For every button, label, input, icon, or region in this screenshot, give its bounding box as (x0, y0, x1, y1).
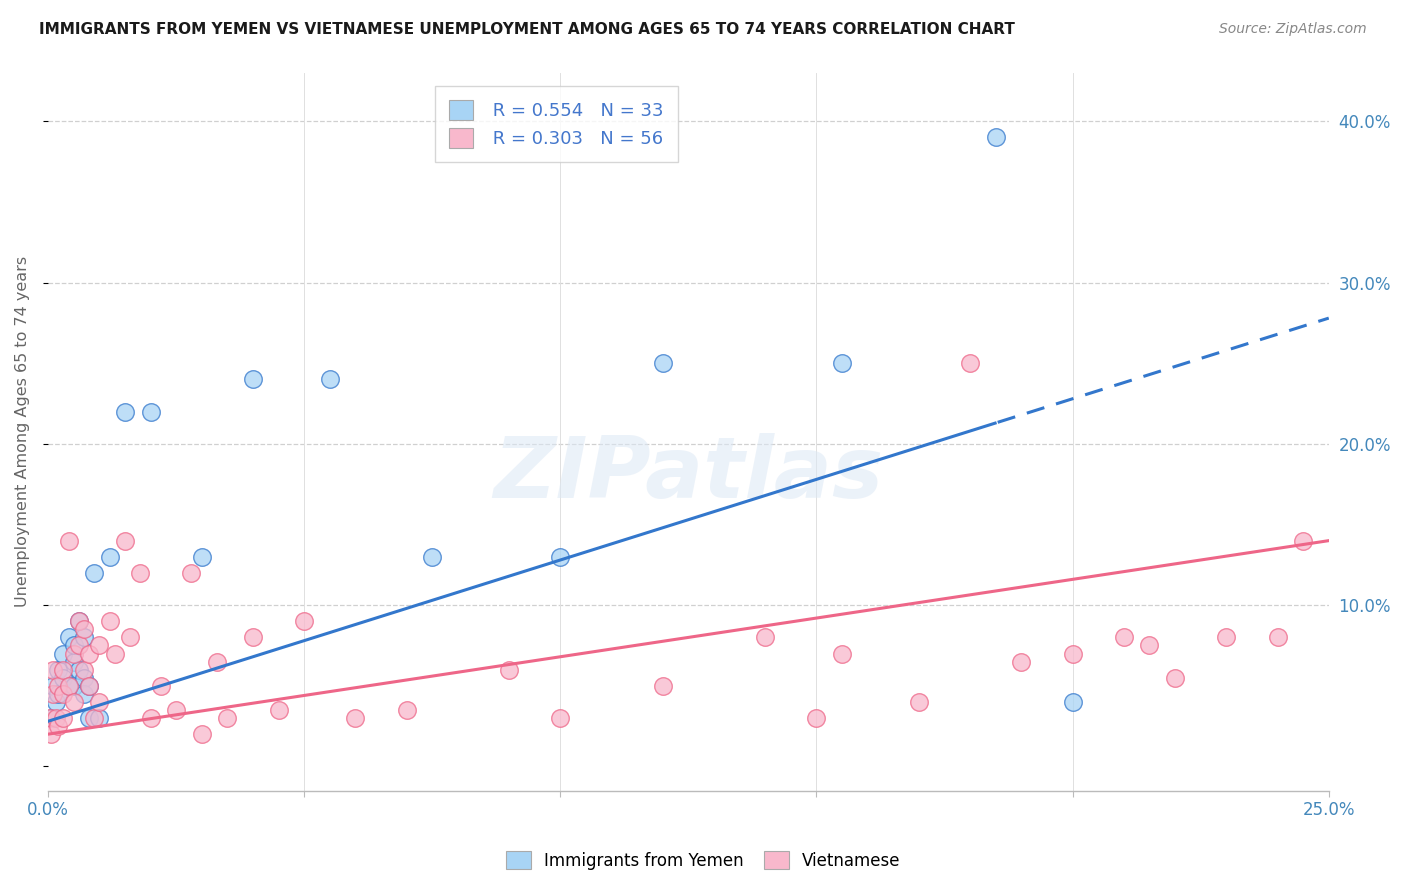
Point (67, 614, 90, 628)
Point (73, 687, 96, 701)
Point (67, 663, 90, 677)
Point (67, 639, 90, 653)
Point (217, 711, 239, 725)
Point (139, 404, 162, 418)
Point (165, 703, 187, 717)
Point (344, 711, 367, 725)
Point (267, 703, 290, 717)
Point (984, 130, 1007, 145)
Point (42, 663, 65, 677)
Point (1139, 639, 1161, 653)
Point (62, 639, 84, 653)
Point (67, 614, 90, 628)
Point (58, 679, 80, 693)
Point (1010, 655, 1032, 669)
Text: IMMIGRANTS FROM YEMEN VS VIETNAMESE UNEMPLOYMENT AMONG AGES 65 TO 74 YEARS CORRE: IMMIGRANTS FROM YEMEN VS VIETNAMESE UNEM… (39, 22, 1015, 37)
Point (190, 549, 212, 564)
Point (77, 647, 100, 661)
Point (39, 727, 62, 741)
Point (83, 566, 105, 580)
Point (550, 549, 572, 564)
Point (1215, 631, 1237, 645)
Text: ZIPatlas: ZIPatlas (494, 434, 883, 516)
Point (806, 711, 828, 725)
Point (73, 663, 96, 677)
Point (98, 614, 121, 628)
Point (149, 679, 172, 693)
Point (89, 711, 111, 725)
Point (89, 695, 111, 709)
Point (908, 695, 931, 709)
Point (52, 647, 75, 661)
Point (319, 372, 342, 386)
Point (52, 711, 75, 725)
Point (58, 679, 80, 693)
Point (1164, 671, 1187, 685)
Point (62, 655, 84, 669)
Point (42, 679, 65, 693)
Point (73, 631, 96, 645)
Point (46, 687, 69, 701)
Point (420, 549, 443, 564)
Point (395, 703, 418, 717)
Point (46, 719, 69, 733)
Point (98, 549, 121, 564)
Point (754, 631, 776, 645)
Legend: Immigrants from Yemen, Vietnamese: Immigrants from Yemen, Vietnamese (499, 845, 907, 877)
Point (77, 679, 100, 693)
Point (45, 711, 67, 725)
Point (38, 711, 60, 725)
Point (831, 356, 853, 370)
Point (39, 711, 62, 725)
Point (205, 655, 228, 669)
Point (292, 614, 315, 628)
Point (77, 711, 100, 725)
Point (114, 404, 136, 418)
Point (498, 663, 520, 677)
Text: Source: ZipAtlas.com: Source: ZipAtlas.com (1219, 22, 1367, 37)
Point (62, 647, 84, 661)
Point (651, 356, 673, 370)
Point (651, 679, 673, 693)
Point (1062, 647, 1084, 661)
Point (118, 631, 141, 645)
Point (1062, 695, 1084, 709)
Point (831, 647, 853, 661)
Point (77, 679, 100, 693)
Point (190, 727, 212, 741)
Y-axis label: Unemployment Among Ages 65 to 74 years: Unemployment Among Ages 65 to 74 years (15, 256, 30, 607)
Point (129, 566, 152, 580)
Point (52, 663, 75, 677)
Point (550, 711, 572, 725)
Point (89, 639, 111, 653)
Point (45, 695, 67, 709)
Point (46, 679, 69, 693)
Point (242, 372, 264, 386)
Point (46, 663, 69, 677)
Point (62, 695, 84, 709)
Point (242, 631, 264, 645)
Point (1292, 533, 1315, 548)
Legend:  R = 0.554   N = 33,  R = 0.303   N = 56: R = 0.554 N = 33, R = 0.303 N = 56 (434, 86, 678, 162)
Point (1267, 631, 1289, 645)
Point (42, 687, 65, 701)
Point (52, 671, 75, 685)
Point (959, 356, 981, 370)
Point (73, 671, 96, 685)
Point (62, 679, 84, 693)
Point (58, 533, 80, 548)
Point (114, 533, 136, 548)
Point (58, 631, 80, 645)
Point (73, 623, 96, 637)
Point (139, 711, 162, 725)
Point (83, 711, 105, 725)
Point (52, 687, 75, 701)
Point (180, 566, 202, 580)
Point (1112, 631, 1135, 645)
Point (104, 647, 127, 661)
